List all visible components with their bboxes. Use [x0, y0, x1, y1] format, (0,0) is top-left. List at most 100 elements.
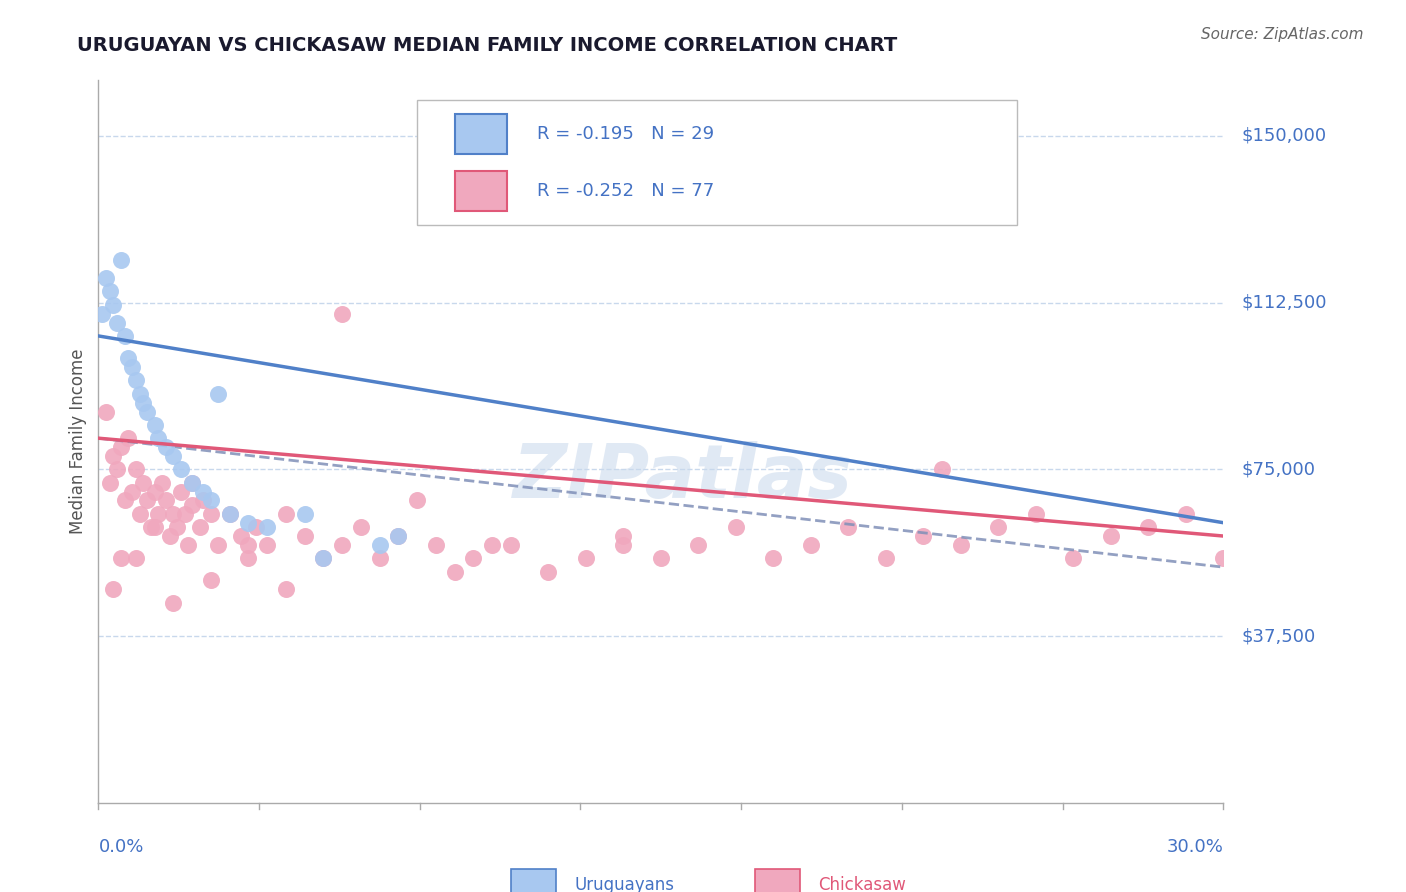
Point [294, 529, 316, 543]
Point [229, 529, 252, 543]
Point [155, 493, 177, 508]
Point [837, 520, 859, 534]
Point [330, 538, 353, 552]
Text: URUGUAYAN VS CHICKASAW MEDIAN FAMILY INCOME CORRELATION CHART: URUGUAYAN VS CHICKASAW MEDIAN FAMILY INC… [77, 36, 897, 54]
Point [125, 373, 148, 387]
Point [128, 507, 150, 521]
Point [177, 538, 200, 552]
Text: $37,500: $37,500 [1241, 627, 1316, 645]
Point [294, 507, 316, 521]
Point [406, 493, 429, 508]
Point [1099, 529, 1122, 543]
Point [98, 475, 121, 490]
Text: 30.0%: 30.0% [1167, 838, 1223, 856]
Point [136, 493, 159, 508]
Point [312, 551, 335, 566]
Point [1174, 507, 1197, 521]
Point [143, 520, 166, 534]
Point [114, 329, 136, 343]
Point [218, 507, 240, 521]
Point [443, 565, 465, 579]
Point [612, 529, 634, 543]
Point [150, 475, 173, 490]
Point [121, 484, 143, 499]
Point [110, 551, 132, 566]
Point [256, 520, 278, 534]
Point [931, 462, 953, 476]
Point [368, 551, 391, 566]
Point [162, 507, 184, 521]
Point [188, 520, 211, 534]
Point [368, 538, 391, 552]
Point [162, 596, 184, 610]
Point [274, 582, 297, 597]
Text: Chickasaw: Chickasaw [818, 876, 907, 892]
Point [800, 538, 823, 552]
Point [207, 386, 229, 401]
Bar [510, 870, 555, 892]
Point [103, 298, 125, 312]
Bar [454, 113, 508, 153]
Text: Uruguayans: Uruguayans [575, 876, 675, 892]
Point [143, 484, 166, 499]
Point [256, 538, 278, 552]
Point [724, 520, 747, 534]
Point [117, 431, 139, 445]
Point [121, 360, 143, 375]
Text: R = -0.195   N = 29: R = -0.195 N = 29 [537, 125, 714, 143]
Point [98, 285, 121, 299]
Point [105, 316, 128, 330]
Point [159, 529, 181, 543]
Point [949, 538, 972, 552]
FancyBboxPatch shape [418, 100, 1017, 225]
Point [1025, 507, 1047, 521]
Y-axis label: Median Family Income: Median Family Income [69, 349, 87, 534]
Point [1212, 551, 1234, 566]
Point [155, 440, 177, 454]
Point [170, 484, 193, 499]
Point [1137, 520, 1160, 534]
Text: $150,000: $150,000 [1241, 127, 1327, 145]
Point [193, 484, 215, 499]
Point [425, 538, 447, 552]
Point [94, 404, 117, 418]
Point [94, 271, 117, 285]
Point [330, 307, 353, 321]
Point [139, 520, 162, 534]
Point [481, 538, 503, 552]
Point [170, 462, 193, 476]
Point [132, 475, 155, 490]
Point [200, 574, 222, 588]
Point [688, 538, 710, 552]
Point [181, 498, 204, 512]
Point [91, 307, 114, 321]
Point [274, 507, 297, 521]
Point [987, 520, 1010, 534]
Bar [454, 171, 508, 211]
Point [238, 551, 260, 566]
Point [875, 551, 897, 566]
Point [245, 520, 267, 534]
Point [125, 462, 148, 476]
Point [238, 516, 260, 530]
Text: R = -0.252   N = 77: R = -0.252 N = 77 [537, 183, 714, 201]
Point [207, 538, 229, 552]
Text: Source: ZipAtlas.com: Source: ZipAtlas.com [1201, 27, 1364, 42]
Point [103, 449, 125, 463]
Point [114, 493, 136, 508]
Text: $112,500: $112,500 [1241, 293, 1327, 311]
Point [166, 520, 188, 534]
Point [200, 493, 222, 508]
Point [218, 507, 240, 521]
Point [162, 449, 184, 463]
Point [762, 551, 785, 566]
Point [181, 475, 204, 490]
Point [148, 507, 170, 521]
Point [387, 529, 409, 543]
Point [125, 551, 148, 566]
Point [181, 475, 204, 490]
Point [612, 538, 634, 552]
Point [110, 440, 132, 454]
Point [117, 351, 139, 366]
Text: $75,000: $75,000 [1241, 460, 1316, 478]
